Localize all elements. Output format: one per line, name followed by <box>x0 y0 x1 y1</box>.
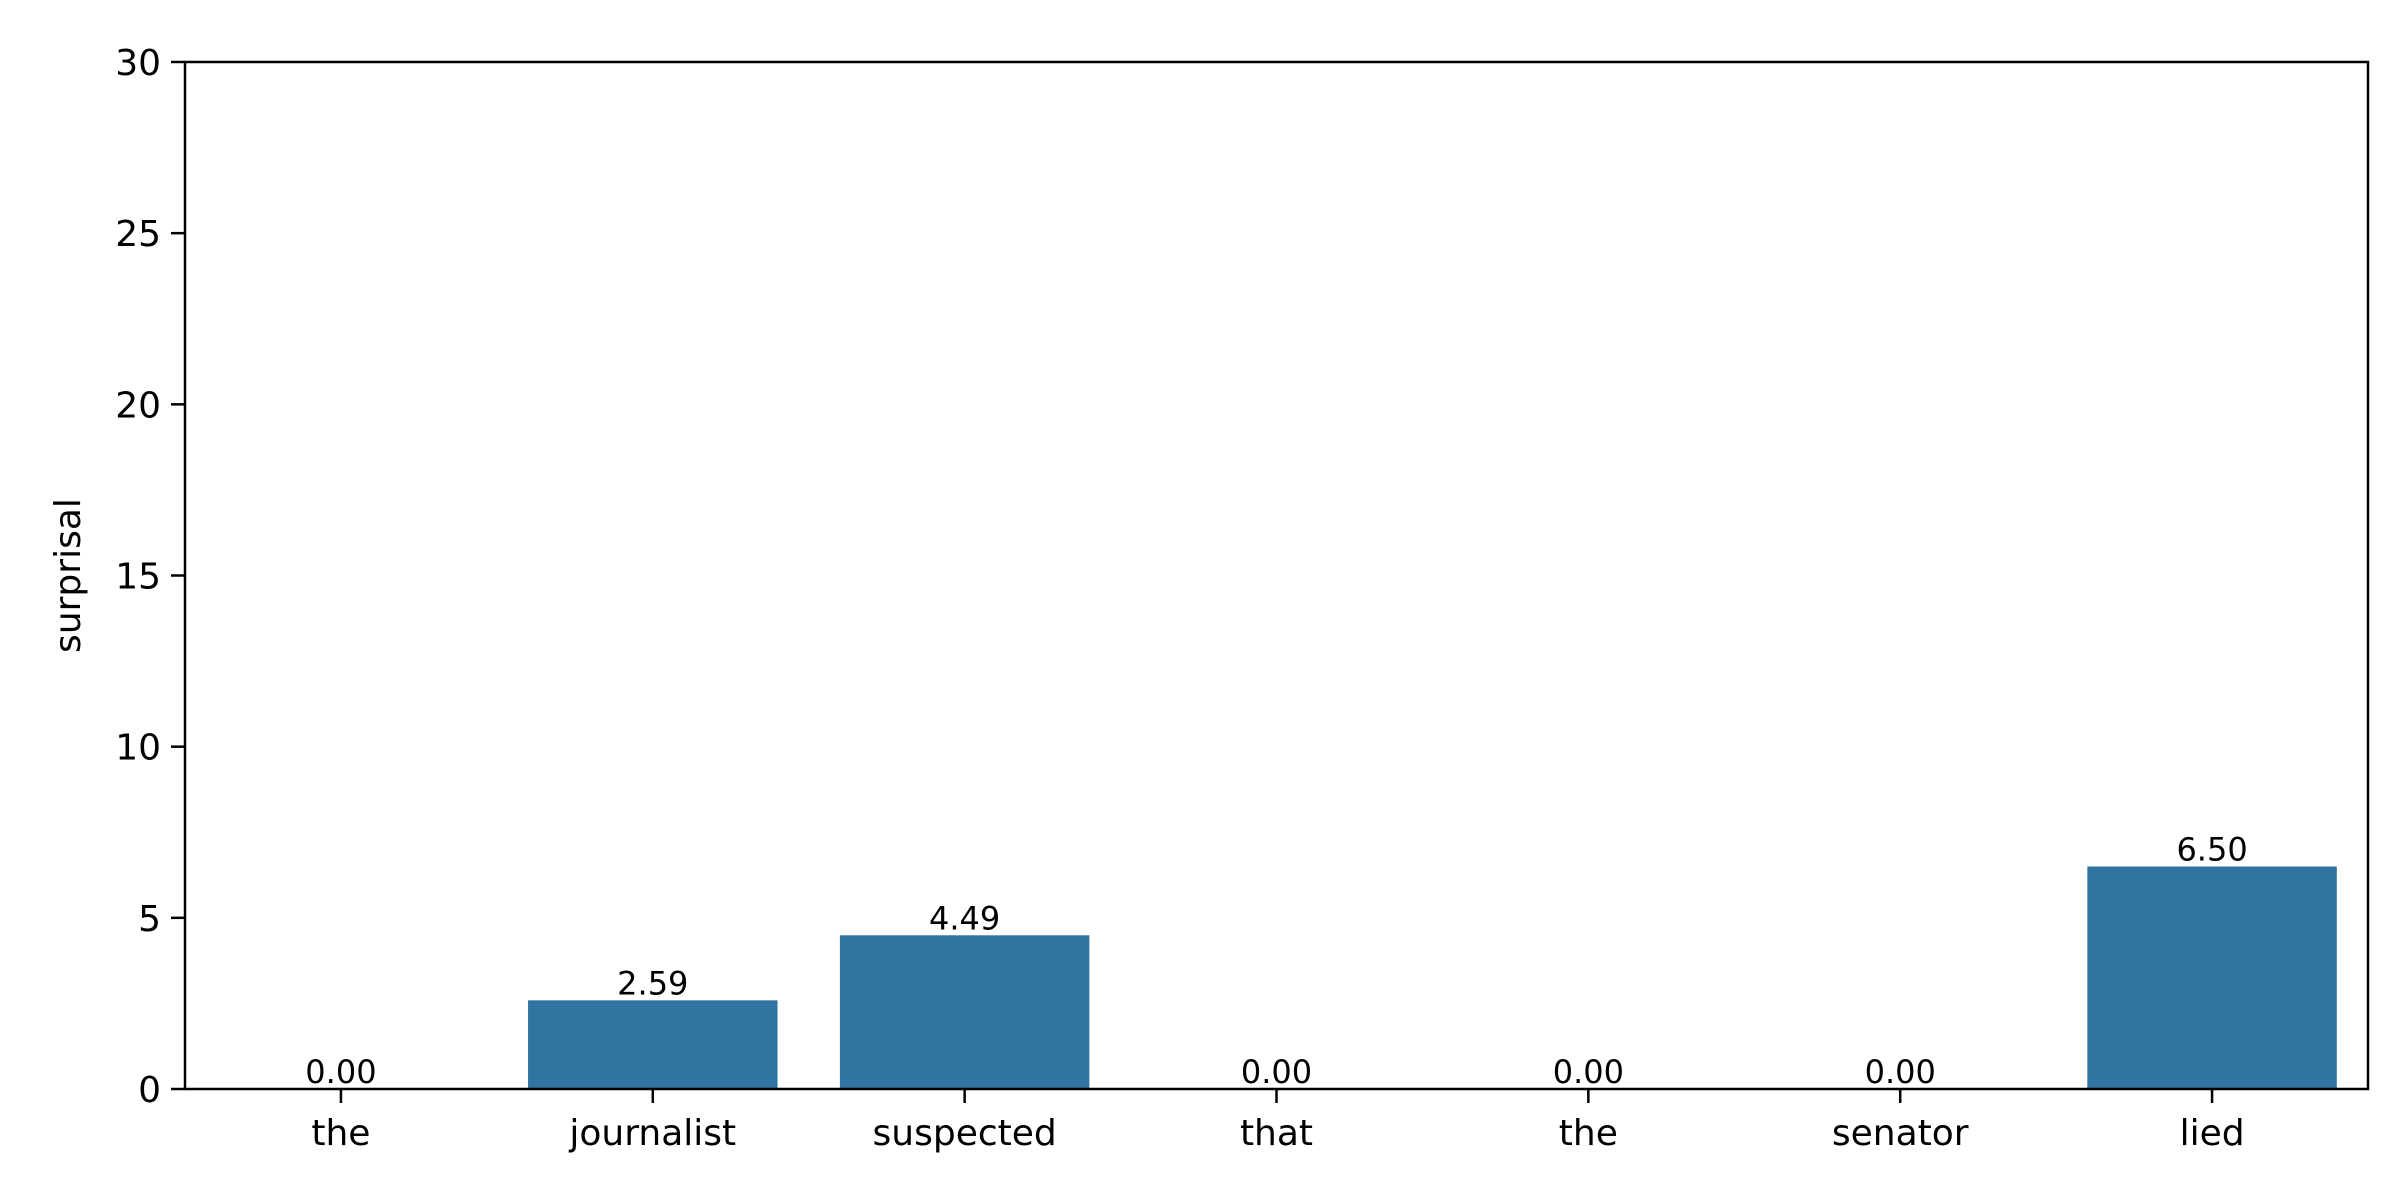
y-tick-label: 10 <box>115 728 161 769</box>
bar-value-label: 0.00 <box>1241 1053 1312 1091</box>
x-tick-label: senator <box>1832 1113 1969 1154</box>
y-tick-label: 30 <box>115 43 161 84</box>
x-axis: the journalist suspected that the senator lied <box>311 1089 2245 1154</box>
bar-value-label: 0.00 <box>1553 1053 1624 1091</box>
bar-value-label: 0.00 <box>1865 1053 1936 1091</box>
y-tick-label: 20 <box>115 385 161 426</box>
x-tick-label: that <box>1240 1113 1313 1154</box>
y-axis: 0 5 10 15 20 25 30 <box>115 43 185 1111</box>
y-axis-label: surprisal <box>48 498 89 653</box>
x-tick-label: journalist <box>568 1113 736 1154</box>
y-tick-label: 0 <box>138 1070 161 1111</box>
bar-value-label: 0.00 <box>305 1053 376 1091</box>
bars-layer <box>528 866 2337 1089</box>
plot-frame <box>183 60 2370 1091</box>
bar-value-labels: 0.00 2.59 4.49 0.00 0.00 0.00 6.50 <box>305 830 2247 1091</box>
bar-value-label: 2.59 <box>617 964 688 1002</box>
bar-value-label: 4.49 <box>929 899 1000 937</box>
x-tick-label: lied <box>2180 1113 2245 1154</box>
y-tick-label: 25 <box>115 214 161 255</box>
x-tick-label: the <box>1559 1113 1618 1154</box>
x-tick-label: suspected <box>873 1113 1057 1154</box>
bar-2 <box>839 935 1090 1089</box>
bar-1 <box>528 1000 778 1089</box>
y-tick-label: 5 <box>138 899 161 940</box>
x-tick-label: the <box>311 1113 370 1154</box>
y-tick-label: 15 <box>115 557 161 598</box>
bar-6 <box>2087 866 2337 1089</box>
bar-value-label: 6.50 <box>2176 830 2247 868</box>
